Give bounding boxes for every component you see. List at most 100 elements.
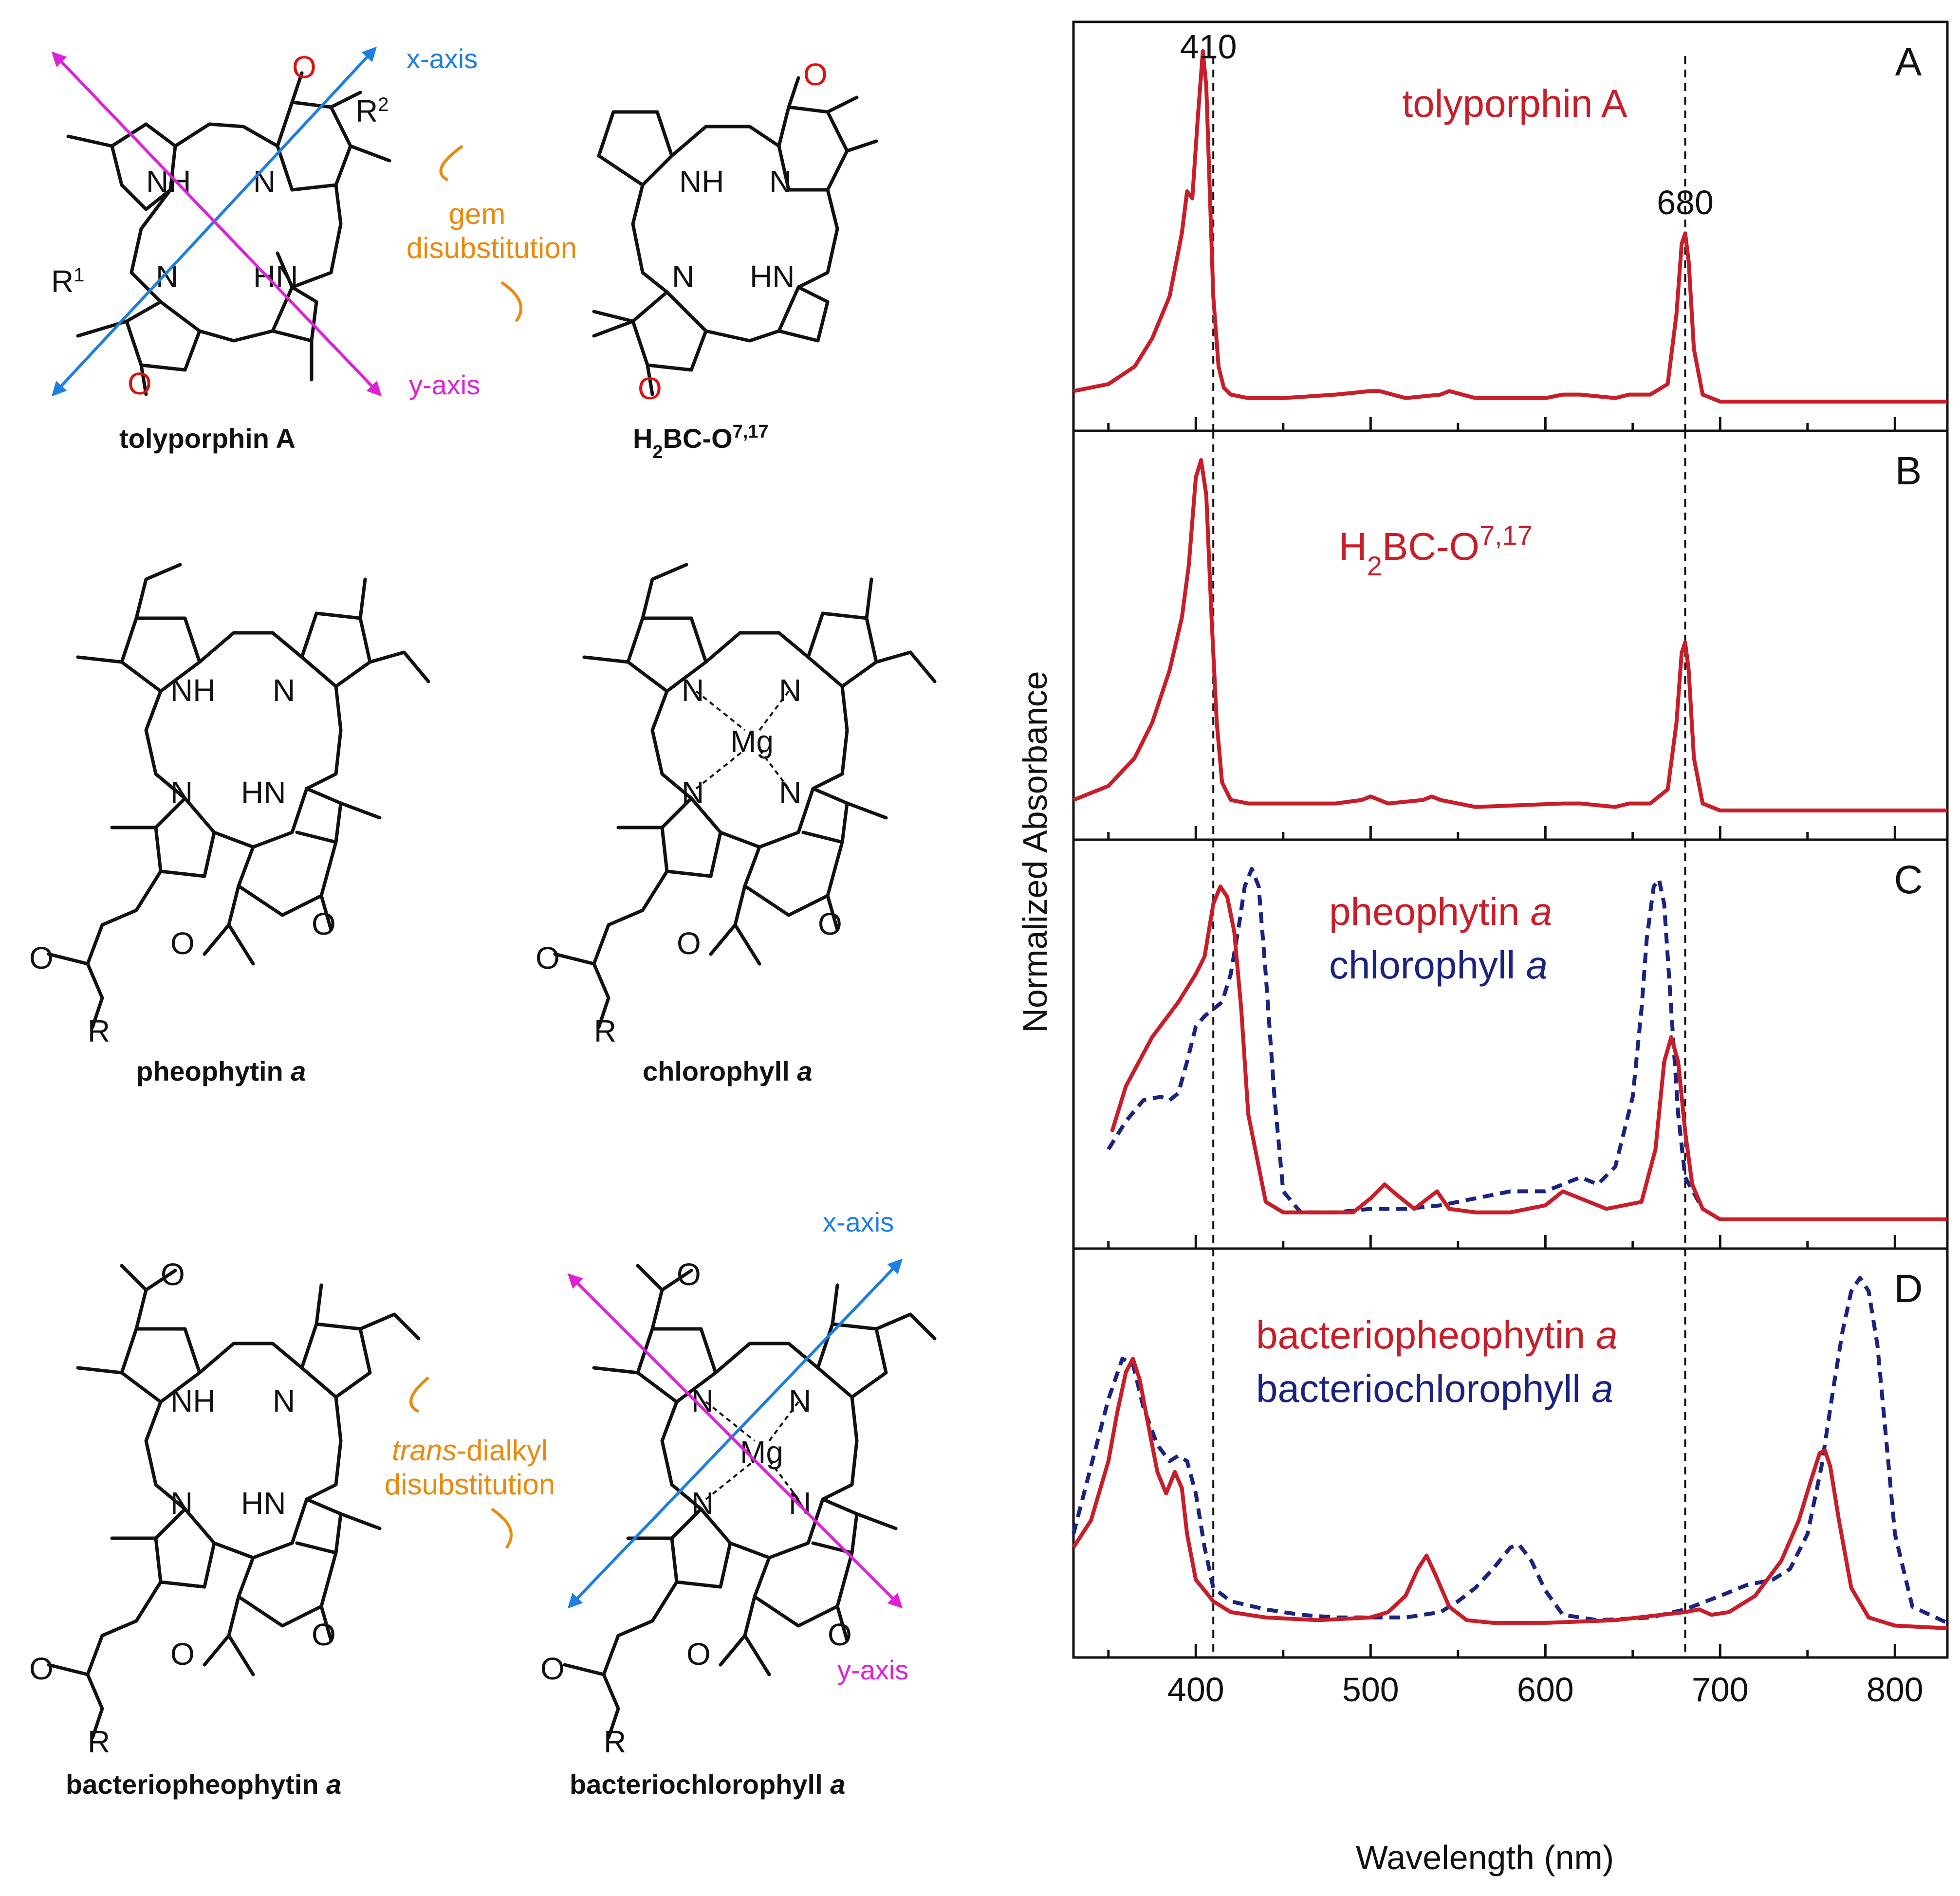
bacteriopheophytin-bonds: [47, 1264, 421, 1740]
panel-b-reference-lines: [1212, 431, 1686, 840]
bacteriochlorophyll-caption: bacteriochlorophyll a: [570, 1769, 845, 1800]
gem-label-line2: disubstitution: [407, 232, 577, 264]
panel-a: A tolyporphin A: [1072, 20, 1949, 432]
tolyporphin-o-top: O: [292, 50, 316, 85]
gem-arrow-up-icon: [439, 145, 463, 182]
chlorophyll-structure: N N N N Mg O O O R chlorophyll a: [536, 563, 937, 1086]
tolyporphin-hn: HN: [253, 259, 298, 294]
panel-d-legend-1: bacteriopheophytin a: [1256, 1313, 1618, 1357]
chlorophyll-o-ester2: O: [536, 940, 560, 976]
panel-b-legend-1: H2BC-O7,17: [1339, 520, 1533, 581]
bacteriopheophytin-structure: O NH N N HN O O O R bacteriopheophytin a: [29, 1257, 421, 1800]
panel-a-ticks: [1107, 417, 1896, 431]
chlorophyll-n-4: N: [779, 775, 801, 810]
pheophytin-nh: NH: [170, 673, 215, 708]
h2bc-caption: H2BC-O7,17: [633, 422, 769, 462]
x-axis-label: Wavelength (nm): [1356, 1839, 1614, 1877]
pheophytin-r: R: [88, 1013, 110, 1049]
chlorophyll-o-ester1: O: [677, 926, 701, 961]
bacteriopheophytin-o-ester1: O: [170, 1637, 195, 1672]
y-axis-label: Normalized Absorbance: [1016, 671, 1054, 1032]
bacteriochlorophyll-n-3: N: [691, 1486, 714, 1521]
panel-c-series: [1107, 867, 1947, 1221]
panel-c: C pheophytin a chlorophyll a: [1072, 838, 1949, 1250]
bacteriochlorophyll-x-axis-label: x-axis: [823, 1207, 894, 1237]
reference-label-680: 680: [1657, 184, 1714, 221]
series-pheophytin-a: [1110, 884, 1947, 1221]
bacteriopheophytin-o-ester2: O: [29, 1651, 54, 1686]
chlorophyll-mg-coordination: [695, 690, 790, 790]
trans-label-line2: disubstitution: [385, 1468, 555, 1501]
tolyporphin-y-axis-label: y-axis: [409, 369, 480, 400]
panel-b-letter: B: [1895, 449, 1922, 493]
series-bacteriochlorophyll-a: [1072, 1276, 1948, 1625]
panel-d: D bacteriopheophytin a bacteriochlorophy…: [1072, 1247, 1949, 1659]
trans-arrow-up-icon: [409, 1376, 429, 1413]
x-tick-label-700: 700: [1692, 1671, 1749, 1709]
panel-d-legend-2: bacteriochlorophyll a: [1256, 1367, 1613, 1410]
bacteriochlorophyll-o-acetyl: O: [677, 1257, 701, 1292]
tolyporphin-caption: tolyporphin A: [119, 423, 296, 454]
x-tick-labels: 400 500 600 700 800: [1167, 1671, 1923, 1709]
bacteriopheophytin-o-acetyl: O: [161, 1257, 185, 1292]
h2bc-o-bottom: O: [638, 371, 662, 406]
h2bc-hn: HN: [750, 259, 795, 294]
panel-a-series: [1073, 49, 1947, 404]
x-tick-label-500: 500: [1342, 1671, 1399, 1709]
x-tick-label-800: 800: [1867, 1671, 1923, 1709]
structures-panel: NH N N HN O O R2 R1 x-axis y-axis tolypo…: [29, 43, 937, 1800]
tolyporphin-y-axis-arrow: [51, 51, 382, 397]
pheophytin-bonds: [47, 563, 430, 1029]
pheophytin-n-top: N: [273, 673, 295, 708]
chlorophyll-n-1: N: [682, 673, 704, 708]
series-chlorophyll-a: [1107, 867, 1947, 1221]
bacteriochlorophyll-y-axis-label: y-axis: [837, 1655, 908, 1685]
pheophytin-o-ketone: O: [312, 906, 336, 941]
h2bc-o-top: O: [803, 57, 828, 92]
trans-disubstitution-annotation: trans-dialkyl disubstitution: [385, 1376, 555, 1549]
h2bc-structure: NH N N HN O O H2BC-O7,17: [592, 57, 878, 462]
pheophytin-n-bottom: N: [170, 775, 193, 810]
panel-c-legend-2: chlorophyll a: [1329, 943, 1548, 987]
tolyporphin-r2: R2: [355, 93, 388, 129]
chlorophyll-n-2: N: [779, 673, 801, 708]
tolyporphin-r1: R1: [51, 264, 84, 299]
tolyporphin-structure: NH N N HN O O R2 R1 x-axis y-axis tolypo…: [51, 43, 480, 454]
x-tick-label-400: 400: [1167, 1671, 1224, 1709]
panel-b: B H2BC-O7,17: [1072, 429, 1949, 841]
tolyporphin-x-axis-label: x-axis: [407, 43, 478, 74]
bacteriochlorophyll-o-ketone: O: [828, 1617, 852, 1652]
x-tick-label-600: 600: [1517, 1671, 1574, 1709]
bacteriochlorophyll-n-2: N: [789, 1383, 811, 1418]
panel-d-reference-lines: [1212, 1249, 1686, 1657]
series-bacteriopheophytin-a: [1072, 1357, 1948, 1630]
tolyporphin-nh: NH: [146, 164, 191, 199]
panel-a-letter: A: [1895, 40, 1922, 84]
pheophytin-hn: HN: [241, 775, 286, 810]
tolyporphin-o-bottom: O: [128, 366, 152, 401]
gem-label-line1: gem: [449, 198, 506, 230]
gem-arrow-down-icon: [500, 281, 522, 322]
reference-label-410: 410: [1180, 28, 1237, 66]
chlorophyll-r: R: [594, 1013, 616, 1049]
bacteriochlorophyll-r: R: [604, 1724, 626, 1759]
bacteriopheophytin-r: R: [88, 1724, 110, 1759]
bacteriopheophytin-n-top: N: [273, 1383, 295, 1418]
chlorophyll-caption: chlorophyll a: [643, 1056, 813, 1086]
bacteriopheophytin-n-bottom: N: [170, 1486, 193, 1521]
absorbance-chart: Normalized Absorbance Wavelength (nm) A …: [1016, 20, 1949, 1877]
bacteriochlorophyll-y-axis-arrow: [567, 1273, 903, 1609]
chlorophyll-o-ketone: O: [818, 906, 842, 941]
bacteriopheophytin-caption: bacteriopheophytin a: [66, 1769, 341, 1800]
panel-d-frame: [1072, 1247, 1949, 1659]
panel-b-ticks: [1107, 826, 1896, 840]
bacteriopheophytin-hn: HN: [241, 1486, 286, 1521]
bacteriopheophytin-nh: NH: [170, 1383, 215, 1418]
panel-b-series: [1072, 458, 1947, 812]
panel-a-legend-1: tolyporphin A: [1402, 82, 1627, 125]
pheophytin-o-ester2: O: [29, 940, 54, 976]
pheophytin-o-ester1: O: [170, 926, 195, 961]
bacteriopheophytin-o-ketone: O: [312, 1617, 336, 1652]
panel-d-ticks: [1107, 1644, 1896, 1657]
